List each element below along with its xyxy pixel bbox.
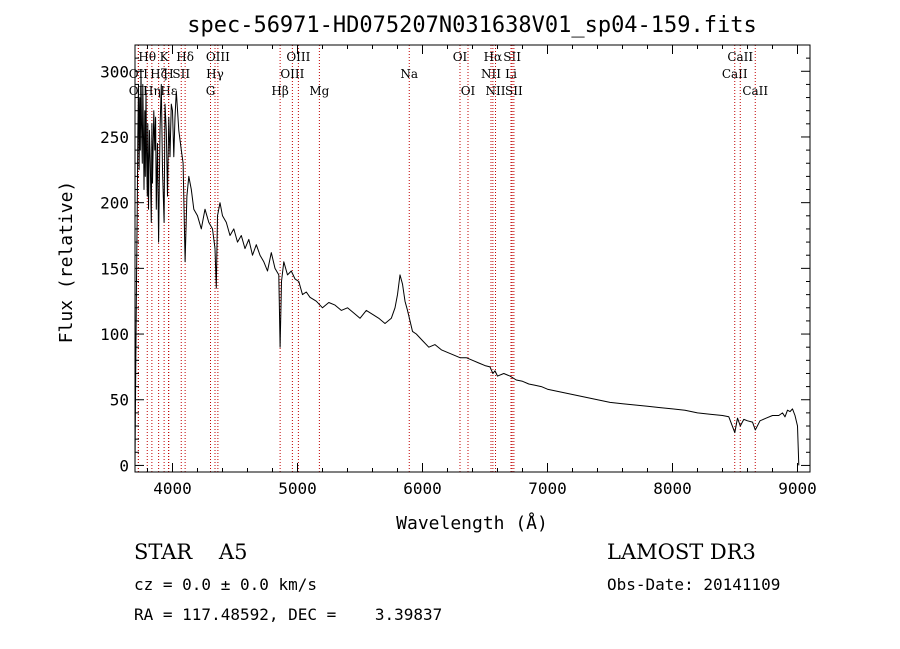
plot-frame (134, 44, 811, 473)
x-tick-label-4000: 4000 (153, 479, 192, 498)
redshift-readout: cz = 0.0 ± 0.0 km/s (134, 575, 318, 594)
x-axis-label: Wavelength (Å) (396, 512, 548, 534)
y-axis-label: Flux (relative) (56, 181, 77, 344)
line-marker-label-19: OI (461, 84, 476, 98)
object-classification: STAR A5 (134, 540, 248, 564)
line-marker-label-24: SII (503, 50, 521, 64)
line-marker-label-4: Hζ (150, 67, 167, 81)
line-marker-label-3: Hη (143, 84, 161, 98)
y-tick-label-0: 0 (119, 456, 129, 475)
line-marker-label-21: Hα (484, 50, 503, 64)
y-tick-label-250: 250 (100, 128, 129, 147)
y-tick-label-300: 300 (100, 62, 129, 81)
line-marker-label-23: Li (505, 67, 517, 81)
line-marker-label-10: G (206, 84, 216, 98)
line-marker-label-27: CaII (727, 50, 753, 64)
line-marker-label-20: NII (481, 67, 501, 81)
spectrum-data (134, 70, 800, 466)
line-marker-label-7: H (163, 67, 173, 81)
y-tick-label-150: 150 (100, 259, 129, 278)
spectrum-series-flux (134, 70, 800, 466)
x-tick-label-8000: 8000 (653, 479, 692, 498)
line-marker-label-17: Na (400, 67, 418, 81)
y-tick-label-50: 50 (110, 391, 129, 410)
line-marker-label-26: CaII (722, 67, 748, 81)
line-marker-label-9: Hδ (176, 50, 194, 64)
line-marker-label-18: OI (453, 50, 468, 64)
survey-name: LAMOST DR3 (607, 540, 756, 564)
observation-date: Obs-Date: 20141109 (607, 575, 781, 594)
line-marker-label-2: Hθ (138, 50, 156, 64)
x-tick-label-9000: 9000 (778, 479, 817, 498)
x-tick-label-5000: 5000 (278, 479, 317, 498)
emission-line-markers: OIIOIIHθHηHζKHεHSIIHδGHγOIIIHβOIIIOIIIMg… (129, 45, 768, 472)
line-marker-label-0: OII (129, 67, 149, 81)
axes: 4000 5000 6000 7000 8000 9000 0 50 100 150 200 250 3… (100, 45, 817, 498)
line-marker-label-14: OIII (280, 67, 304, 81)
chart-title: spec-56971-HD075207N031638V01_sp04-159.f… (187, 13, 757, 38)
line-marker-label-22: NII (486, 84, 506, 98)
line-marker-label-12: OIII (206, 50, 230, 64)
x-tick-label-7000: 7000 (528, 479, 567, 498)
line-marker-label-8: SII (172, 67, 190, 81)
line-marker-label-25: SII (505, 84, 523, 98)
line-marker-label-28: CaII (742, 84, 768, 98)
y-tick-label-100: 100 (100, 325, 129, 344)
line-marker-label-5: K (160, 50, 170, 64)
coordinates-readout: RA = 117.48592, DEC = 3.39837 (134, 605, 443, 624)
y-tick-label-200: 200 (100, 194, 129, 213)
line-marker-label-15: OIII (286, 50, 310, 64)
line-marker-label-16: Mg (309, 84, 329, 98)
line-marker-label-13: Hβ (271, 84, 288, 98)
line-marker-label-11: Hγ (206, 67, 224, 81)
x-tick-label-6000: 6000 (403, 479, 442, 498)
